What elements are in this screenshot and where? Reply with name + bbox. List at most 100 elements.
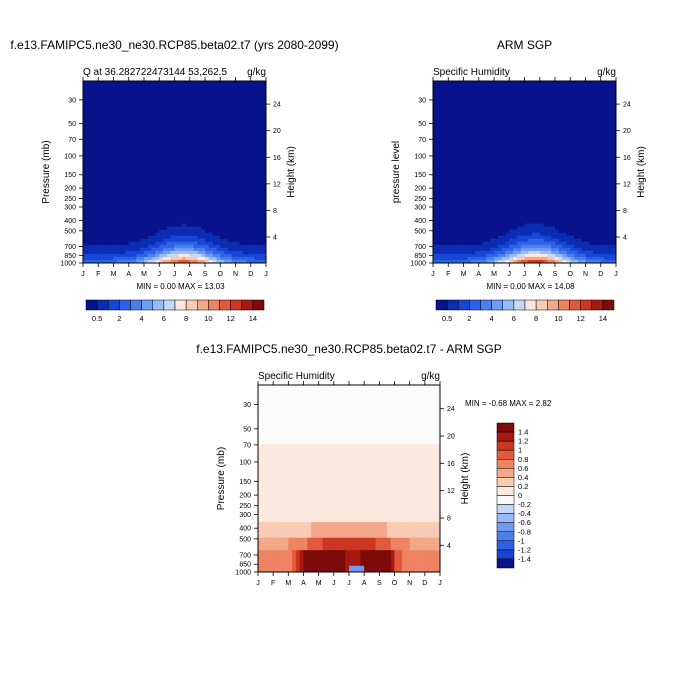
heatmap-cell: [83, 178, 88, 182]
heatmap-cell: [459, 96, 464, 100]
heatmap-cell: [132, 229, 137, 234]
heatmap-cell: [224, 114, 229, 118]
heatmap-cell: [444, 129, 449, 133]
heatmap-cell: [83, 96, 88, 100]
heatmap-cell: [505, 150, 510, 155]
heatmap-cell: [509, 168, 514, 173]
heatmap-cell: [478, 214, 483, 218]
heatmap-cell: [501, 141, 506, 146]
heatmap-cell: [224, 238, 229, 243]
heatmap-cell: [174, 193, 179, 197]
heatmap-cell: [490, 247, 495, 252]
heatmap-cell: [254, 232, 259, 237]
heatmap-cell: [505, 99, 510, 103]
heatmap-cell: [528, 217, 533, 221]
heatmap-cell: [170, 193, 175, 197]
heatmap-cell: [159, 147, 164, 152]
heatmap-cell: [208, 223, 214, 227]
heatmap-cell: [197, 84, 202, 88]
heatmap-cell: [231, 141, 236, 146]
heatmap-cell: [478, 256, 483, 261]
heatmap-cell: [205, 87, 210, 91]
heatmap-cell: [555, 123, 560, 127]
heatmap-cell: [494, 256, 499, 261]
heatmap-cell: [509, 259, 514, 264]
heatmap-cell: [140, 90, 145, 94]
heatmap-cell: [551, 178, 556, 182]
heatmap-cell: [459, 141, 464, 146]
heatmap-cell: [231, 105, 236, 109]
heatmap-cell: [193, 84, 198, 88]
heatmap-cell: [467, 202, 472, 206]
heatmap-cell: [444, 111, 449, 115]
heatmap-cell: [243, 162, 248, 167]
heatmap-cell: [459, 172, 464, 176]
heatmap-cell: [505, 156, 510, 161]
heatmap-cell: [513, 250, 518, 255]
heatmap-cell: [174, 129, 179, 133]
heatmap-cell: [509, 120, 514, 124]
heatmap-cell: [524, 150, 529, 155]
heatmap-cell: [520, 196, 525, 200]
heatmap-cell: [136, 178, 141, 182]
heatmap-cell: [113, 247, 118, 252]
heatmap-cell: [220, 232, 225, 237]
heatmap-cell: [227, 244, 233, 249]
heatmap-cell: [113, 244, 118, 249]
heatmap-cell: [254, 181, 259, 185]
heatmap-cell: [98, 220, 103, 224]
heatmap-cell: [509, 172, 514, 176]
heatmap-cell: [433, 120, 438, 124]
heatmap-cell: [532, 187, 537, 191]
heatmap-cell: [254, 114, 259, 118]
heatmap-cell: [436, 247, 442, 252]
heatmap-cell: [452, 81, 457, 85]
heatmap-cell: [463, 138, 468, 143]
heatmap-cell: [235, 126, 240, 130]
heatmap-cell: [254, 220, 259, 224]
heatmap-cell: [543, 232, 548, 237]
heatmap-cell: [159, 129, 164, 133]
heatmap-cell: [555, 205, 560, 209]
heatmap-cell: [250, 220, 255, 224]
heatmap-cell: [144, 223, 149, 227]
heatmap-cell: [452, 102, 457, 106]
heatmap-cell: [467, 244, 472, 249]
heatmap-cell: [459, 244, 464, 249]
heatmap-cell: [448, 117, 453, 121]
heatmap-cell: [163, 135, 168, 140]
heatmap-cell: [220, 141, 225, 146]
heatmap-cell: [212, 153, 217, 158]
heatmap-cell: [136, 250, 141, 255]
heatmap-cell: [231, 153, 236, 158]
heatmap-cell: [147, 84, 153, 88]
heatmap-cell: [497, 190, 503, 194]
heatmap-cell: [117, 144, 122, 149]
heatmap-cell: [505, 123, 510, 127]
heatmap-cell: [535, 217, 541, 221]
heatmap-cell: [532, 168, 537, 173]
heatmap-cell: [136, 241, 141, 246]
heatmap-cell: [212, 135, 217, 140]
heatmap-cell: [178, 181, 183, 185]
heatmap-cell: [440, 159, 445, 164]
heatmap-cell: [436, 190, 442, 194]
heatmap-cell: [482, 253, 487, 258]
heatmap-cell: [455, 84, 461, 88]
heatmap-cell: [246, 211, 252, 215]
heatmap-cell: [490, 126, 495, 130]
heatmap-cell: [197, 175, 202, 179]
y2-tick-label: 16: [273, 155, 281, 162]
heatmap-cell: [155, 181, 160, 185]
heatmap-cell: [212, 147, 217, 152]
heatmap-cell: [239, 132, 244, 136]
heatmap-cell: [216, 153, 221, 158]
heatmap-cell: [490, 205, 495, 209]
heatmap-cell: [258, 241, 263, 246]
heatmap-cell: [490, 102, 495, 106]
heatmap-cell: [231, 184, 236, 188]
heatmap-cell: [254, 150, 259, 155]
heatmap-cell: [239, 102, 244, 106]
heatmap-cell: [532, 126, 537, 130]
heatmap-cell: [250, 226, 255, 231]
